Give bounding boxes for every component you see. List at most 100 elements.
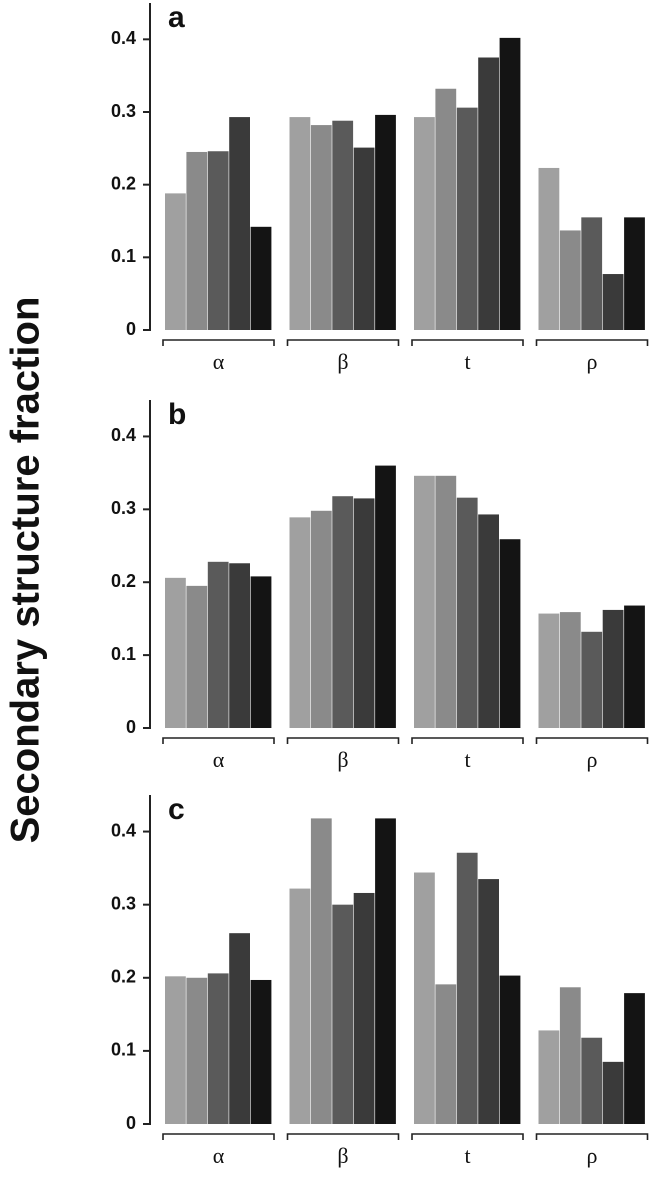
y-tick-label: 0.1 [111,1040,136,1060]
bar [353,147,375,330]
bracket [162,737,275,744]
x-tick-label: β [337,1143,348,1168]
bar [581,631,603,728]
y-tick-label: 0 [126,319,136,339]
bar [559,230,581,330]
y-tick-label: 0.1 [111,246,136,266]
bar [207,973,229,1124]
bar [289,117,311,330]
y-tick-label: 0.3 [111,101,136,121]
bar [435,984,457,1124]
bar [375,818,396,1124]
bar [229,563,250,728]
bracket [286,1133,400,1140]
bar [375,114,396,330]
bar [499,975,521,1124]
x-tick-label: ρ [587,747,598,772]
y-tick-label: 0.2 [111,967,136,987]
bar [414,872,435,1124]
bracket [411,737,524,744]
bar [624,217,645,330]
x-tick-label: t [464,349,470,374]
bar [375,465,396,728]
x-tick-label: α [213,747,225,772]
x-tick-label: ρ [587,349,598,374]
bar [499,539,521,728]
bar [414,117,435,330]
bracket [535,339,649,346]
bar [165,976,186,1124]
y-tick-label: 0.3 [111,498,136,518]
bar [602,1061,624,1124]
bracket [286,737,400,744]
bar [289,517,311,728]
bar [456,107,478,330]
bar [250,576,272,728]
y-tick-label: 0.4 [111,820,136,840]
bar [289,888,311,1124]
bar [478,514,499,728]
bar [165,193,186,330]
bar [538,1030,560,1124]
bar [414,475,435,728]
bar [499,37,521,330]
x-tick-label: β [337,349,348,374]
bar [332,120,354,330]
bar [207,561,229,728]
y-tick-label: 0.2 [111,571,136,591]
bar [250,979,272,1124]
bracket [162,1133,275,1140]
bar [310,125,332,330]
bar [581,1037,603,1124]
bar [229,117,250,330]
bar [435,475,457,728]
panel-label: c [168,793,185,826]
bar [624,993,645,1124]
bar [229,933,250,1124]
bracket [411,339,524,346]
bar [207,151,229,330]
bracket [162,339,275,346]
panel-label: a [168,1,185,34]
y-tick-label: 0.1 [111,644,136,664]
bracket [411,1133,524,1140]
x-tick-label: α [213,1143,225,1168]
bar [538,167,560,330]
bar [456,852,478,1124]
bar [186,585,208,728]
y-tick-label: 0.2 [111,173,136,193]
bar [250,226,272,330]
x-tick-label: t [464,1143,470,1168]
y-axis-label: Secondary structure fraction [4,297,48,844]
y-tick-label: 0.4 [111,28,136,48]
bar [559,612,581,728]
panel-label: b [168,398,186,431]
bar [602,609,624,728]
bar [310,818,332,1124]
y-tick-label: 0.4 [111,425,136,445]
y-tick-label: 0.3 [111,893,136,913]
bar [186,151,208,330]
y-tick-label: 0 [126,1113,136,1133]
bar [478,57,499,330]
x-tick-label: t [464,747,470,772]
bar [332,496,354,728]
bracket [286,339,400,346]
bar [332,904,354,1124]
bar [602,274,624,330]
bar [478,879,499,1124]
bar [456,497,478,728]
bar [310,510,332,728]
bar [186,977,208,1124]
x-tick-label: α [213,349,225,374]
bracket [535,737,649,744]
bar [165,577,186,728]
bar [353,892,375,1124]
x-tick-label: β [337,747,348,772]
bar [624,605,645,728]
x-tick-label: ρ [587,1143,598,1168]
bar [538,613,560,728]
bar [581,217,603,330]
bar [435,88,457,330]
